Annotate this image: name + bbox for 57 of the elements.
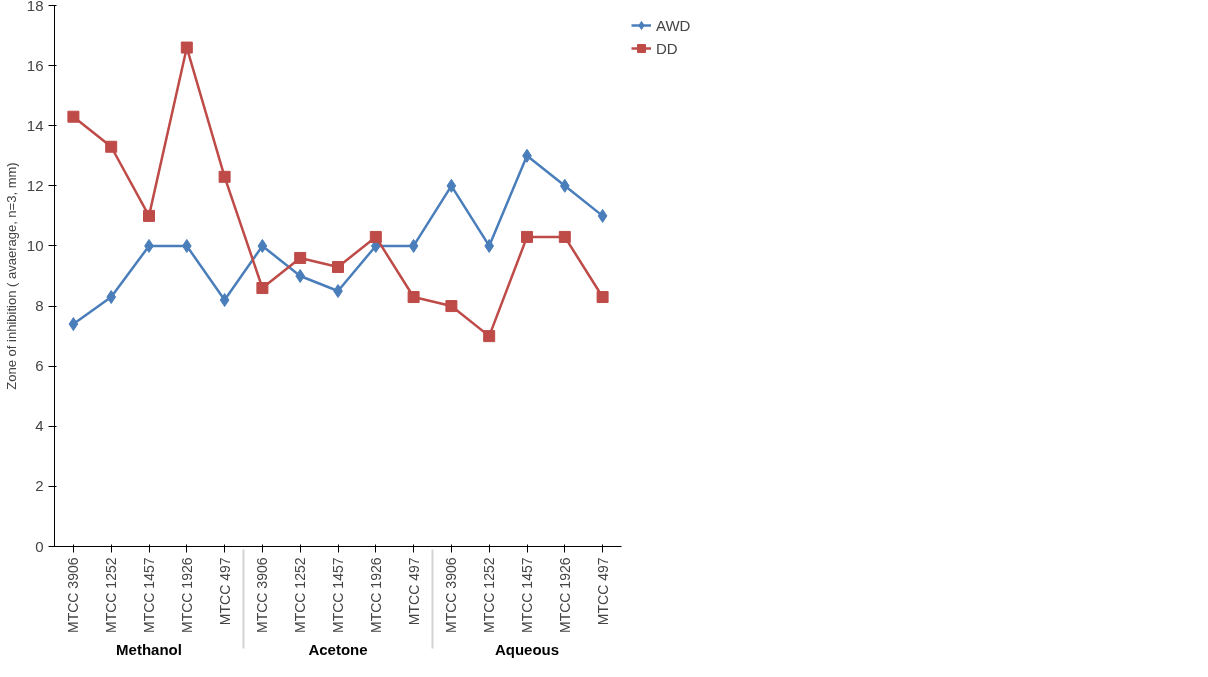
point bbox=[521, 230, 533, 243]
x-tick-label: MTCC 1926 bbox=[178, 557, 195, 633]
x-tick-label: MTCC 3906 bbox=[65, 557, 82, 633]
point bbox=[597, 208, 608, 223]
point bbox=[445, 300, 458, 313]
x-tick-label: MTCC 1926 bbox=[556, 557, 573, 633]
x-tick-label: MTCC 1457 bbox=[330, 557, 346, 633]
point bbox=[407, 291, 420, 304]
x-tick-label: MTCC 3906 bbox=[443, 557, 460, 633]
x-tick-label: MTCC 497 bbox=[405, 557, 422, 626]
text: Aqueous bbox=[494, 640, 560, 658]
point bbox=[180, 41, 193, 54]
y-tick-label: 14 bbox=[26, 116, 44, 134]
y-tick-label: 4 bbox=[35, 417, 44, 435]
point bbox=[106, 290, 117, 305]
point bbox=[483, 330, 496, 343]
y-tick-label: 12 bbox=[26, 176, 44, 194]
x-tick-label: MTCC 1252 bbox=[481, 557, 498, 633]
point bbox=[484, 238, 495, 253]
point bbox=[295, 269, 306, 283]
legend-label: DD bbox=[656, 39, 678, 57]
x-tick-label: MTCC 1252 bbox=[292, 557, 309, 633]
point bbox=[558, 230, 571, 243]
point bbox=[143, 209, 155, 222]
point bbox=[105, 140, 118, 153]
y-tick-label: 6 bbox=[35, 357, 44, 375]
point bbox=[559, 178, 570, 193]
x-tick-label: MTCC 1457 bbox=[519, 557, 535, 633]
point bbox=[408, 238, 419, 253]
x-tick-label: MTCC 3906 bbox=[254, 557, 271, 633]
x-tick-label: MTCC 1457 bbox=[141, 557, 157, 633]
x-tick-label: MTCC 497 bbox=[216, 557, 233, 626]
point bbox=[446, 178, 457, 193]
text: Methanol bbox=[116, 640, 182, 658]
point bbox=[219, 293, 230, 308]
y-tick-label: 10 bbox=[26, 236, 44, 254]
y-tick-label: 8 bbox=[35, 297, 44, 315]
point bbox=[181, 238, 192, 253]
point bbox=[369, 230, 382, 243]
x-tick-label: MTCC 1252 bbox=[103, 557, 120, 633]
legend-label: AWD bbox=[656, 16, 691, 34]
y-tick-label: 2 bbox=[35, 477, 44, 495]
point bbox=[332, 260, 344, 273]
y-tick-label: 18 bbox=[26, 0, 44, 14]
point bbox=[256, 282, 269, 295]
y-axis-title: Zone of inhibition ( avaerage, n=3, mm) bbox=[3, 162, 19, 390]
point bbox=[294, 251, 307, 264]
x-tick-label: MTCC 1926 bbox=[367, 557, 384, 633]
point bbox=[596, 291, 609, 304]
y-tick-label: 0 bbox=[35, 537, 44, 555]
point bbox=[257, 238, 268, 253]
text: Acetone bbox=[308, 640, 368, 658]
point bbox=[218, 170, 231, 183]
point bbox=[67, 110, 80, 123]
point bbox=[68, 317, 79, 332]
x-tick-label: MTCC 497 bbox=[594, 557, 611, 626]
y-tick-label: 16 bbox=[26, 56, 44, 74]
